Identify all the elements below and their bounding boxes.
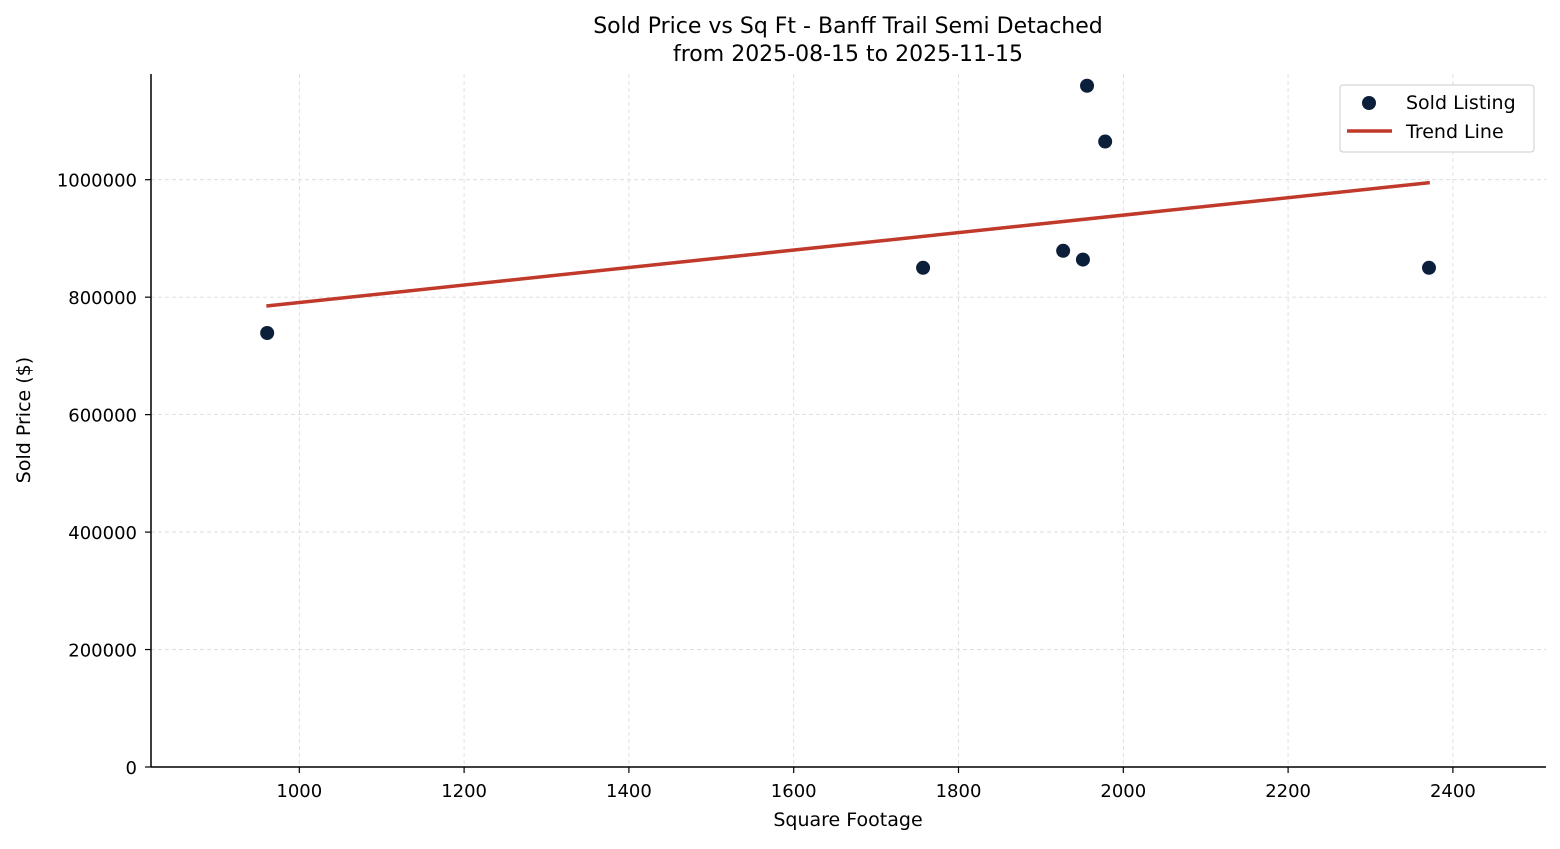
data-point — [1056, 243, 1071, 258]
legend-label-trend-line: Trend Line — [1405, 121, 1504, 143]
legend: Sold Listing Trend Line — [1339, 84, 1535, 153]
chart-subtitle: from 2025-08-15 to 2025-11-15 — [673, 42, 1023, 67]
x-tick-label: 1200 — [441, 781, 487, 802]
x-axis-label: Square Footage — [773, 809, 922, 831]
y-tick-label: 0 — [126, 758, 137, 779]
y-tick-label: 600000 — [68, 406, 137, 427]
x-tick-label: 2400 — [1430, 781, 1476, 802]
x-tick-label: 2200 — [1265, 781, 1311, 802]
x-tick-label: 2000 — [1100, 781, 1146, 802]
chart-title: Sold Price vs Sq Ft - Banff Trail Semi D… — [593, 14, 1103, 39]
trend-line — [266, 180, 1431, 308]
x-tick-label: 1400 — [606, 781, 652, 802]
data-point — [1098, 134, 1113, 149]
y-tick-label: 800000 — [68, 288, 137, 309]
legend-marker-sold-listing — [1362, 96, 1376, 110]
y-tick-label: 1000000 — [57, 171, 137, 192]
data-point — [1421, 260, 1436, 275]
x-tick-label: 1800 — [936, 781, 982, 802]
data-point — [1075, 252, 1090, 267]
legend-box — [1339, 84, 1535, 153]
y-axis-label: Sold Price ($) — [13, 357, 35, 483]
legend-label-sold-listing: Sold Listing — [1406, 92, 1516, 114]
y-tick-label: 200000 — [68, 641, 137, 662]
data-point — [260, 325, 275, 340]
y-tick-label: 400000 — [68, 523, 137, 544]
data-point — [916, 260, 931, 275]
x-tick-label: 1000 — [276, 781, 322, 802]
data-point — [1080, 78, 1095, 93]
x-tick-label: 1600 — [771, 781, 817, 802]
